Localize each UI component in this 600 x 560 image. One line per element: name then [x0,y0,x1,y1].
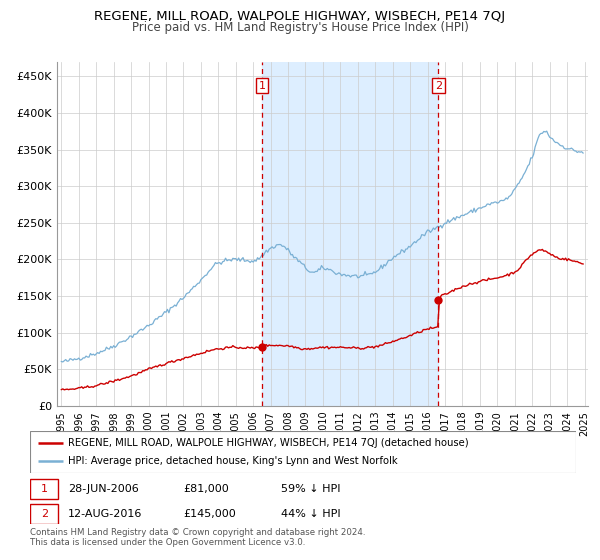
Text: 2: 2 [435,81,442,91]
Text: 28-JUN-2006: 28-JUN-2006 [68,484,139,494]
Bar [262,62,439,406]
Text: Price paid vs. HM Land Registry's House Price Index (HPI): Price paid vs. HM Land Registry's House … [131,21,469,34]
Text: REGENE, MILL ROAD, WALPOLE HIGHWAY, WISBECH, PE14 7QJ (detached house): REGENE, MILL ROAD, WALPOLE HIGHWAY, WISB… [68,438,469,448]
Text: 2: 2 [41,509,48,519]
Text: REGENE, MILL ROAD, WALPOLE HIGHWAY, WISBECH, PE14 7QJ: REGENE, MILL ROAD, WALPOLE HIGHWAY, WISB… [94,10,506,22]
Text: £145,000: £145,000 [183,509,236,519]
Text: Contains HM Land Registry data © Crown copyright and database right 2024.
This d: Contains HM Land Registry data © Crown c… [30,528,365,547]
Text: 1: 1 [41,484,47,494]
Text: 44% ↓ HPI: 44% ↓ HPI [281,509,341,519]
Text: 1: 1 [259,81,265,91]
Text: HPI: Average price, detached house, King's Lynn and West Norfolk: HPI: Average price, detached house, King… [68,456,398,466]
Text: 59% ↓ HPI: 59% ↓ HPI [281,484,341,494]
Text: £81,000: £81,000 [183,484,229,494]
Text: 12-AUG-2016: 12-AUG-2016 [68,509,143,519]
Bar [30,479,58,499]
Bar [30,504,58,524]
